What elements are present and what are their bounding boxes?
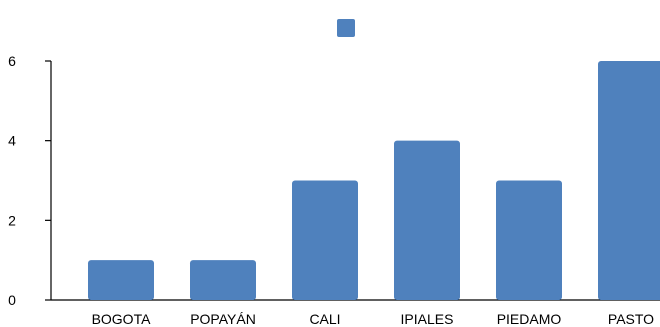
x-tick-label-pasto: PASTO — [608, 311, 654, 327]
x-tick-label-piedamo: PIEDAMO — [497, 311, 562, 327]
bar-cali — [292, 180, 358, 300]
y-tick-label-2: 2 — [8, 212, 16, 228]
x-tick-label-ipiales: IPIALES — [401, 311, 454, 327]
bars — [88, 61, 660, 300]
bar-piedamo — [496, 180, 562, 300]
x-tick-label-popayán: POPAYÁN — [190, 311, 256, 327]
y-tick-label-4: 4 — [8, 133, 16, 149]
y-tick-label-0: 0 — [8, 292, 16, 308]
legend — [337, 19, 355, 37]
y-tick-label-6: 6 — [8, 53, 16, 69]
x-tick-label-bogota: BOGOTA — [92, 311, 152, 327]
x-tick-label-cali: CALI — [309, 311, 340, 327]
bar-bogota — [88, 260, 154, 300]
bar-popayán — [190, 260, 256, 300]
x-axis-labels: BOGOTA POPAYÁN CALI IPIALES PIEDAMO PASTO — [92, 311, 655, 327]
legend-swatch — [337, 19, 355, 37]
y-axis-ticks: 0 2 4 6 — [8, 53, 51, 308]
bar-ipiales — [394, 140, 460, 300]
bar-pasto — [598, 61, 660, 300]
